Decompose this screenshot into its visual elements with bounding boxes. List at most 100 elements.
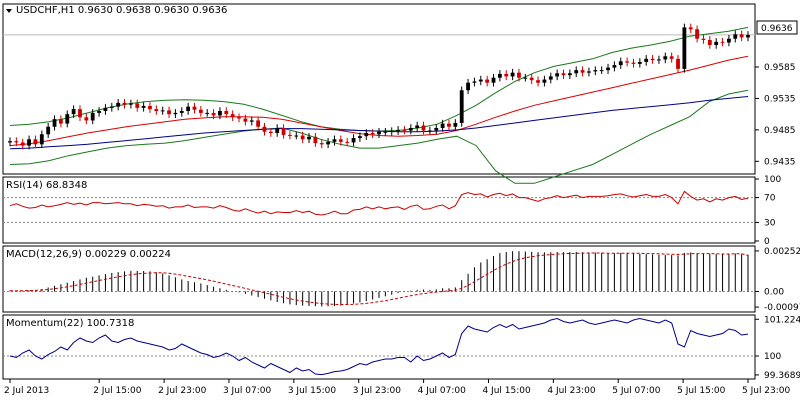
candle-body [383, 131, 388, 133]
candle-body [644, 58, 649, 62]
candle-body [478, 79, 483, 82]
candle [631, 58, 636, 68]
candle [415, 121, 420, 132]
candle-body [351, 138, 356, 143]
candle [39, 130, 44, 149]
macd-title: MACD(12,26,9) 0.00229 0.00224 [6, 249, 171, 260]
rsi-panel-frame [2, 176, 756, 244]
momentum-tick-label: 99.3689 [764, 371, 800, 381]
candle-body [663, 56, 668, 60]
candle-body [542, 79, 547, 83]
candle-body [84, 117, 89, 121]
candle-body [65, 114, 70, 124]
candle-body [192, 106, 197, 110]
candle-body [618, 61, 623, 66]
candle-body [377, 131, 381, 135]
momentum-tick-label: 100 [764, 352, 781, 362]
candle-body [224, 111, 229, 115]
rsi-tick-label: 70 [764, 194, 776, 204]
candle [370, 129, 375, 139]
candle-body [606, 67, 610, 71]
candle-body [497, 73, 502, 78]
candle-body [33, 139, 38, 145]
time-tick-label: 2 Jul 2013 [4, 386, 49, 396]
candle [574, 66, 579, 78]
candle-body [631, 62, 636, 64]
candle [249, 116, 254, 126]
candle [466, 78, 470, 95]
price-series [3, 23, 755, 184]
candle-body [116, 102, 121, 107]
candle-body [90, 112, 95, 121]
candle [593, 66, 598, 76]
candle [561, 69, 566, 79]
candle [103, 104, 108, 115]
candle [160, 106, 165, 115]
candle [65, 110, 70, 128]
candle [510, 68, 515, 81]
candle-body [517, 72, 521, 78]
candle [485, 75, 490, 87]
candle [332, 135, 337, 146]
price-tick-label: 0.9435 [764, 157, 796, 167]
time-tick-label: 3 Jul 23:00 [353, 386, 402, 396]
candle-body [249, 120, 254, 122]
candle [52, 115, 57, 131]
candle [179, 107, 184, 117]
candle [701, 34, 706, 44]
candle-body [358, 136, 362, 139]
candle [408, 124, 413, 135]
candle [186, 102, 191, 115]
candle-body [58, 119, 63, 124]
candle-body [688, 27, 693, 30]
momentum-panel-frame [2, 314, 756, 380]
candle [427, 126, 432, 135]
time-tick-label: 5 Jul 23:00 [742, 386, 791, 396]
macd-tick-label: -0.00097 [764, 303, 800, 313]
candle [224, 107, 229, 118]
price-panel-frame [2, 3, 756, 175]
candle [644, 55, 649, 66]
bollinger-lower-line [9, 89, 749, 184]
candle [135, 99, 140, 112]
candle [307, 133, 311, 144]
candle-body [707, 39, 712, 45]
candle-body [389, 131, 394, 133]
candle-body [676, 58, 680, 69]
candle-body [27, 139, 31, 146]
rsi-tick-label: 100 [764, 175, 781, 185]
candle-body [173, 112, 178, 115]
candle [358, 132, 362, 142]
candle-body [288, 134, 292, 136]
candle-body [599, 70, 604, 72]
candle-body [370, 133, 375, 135]
candle-body [103, 107, 108, 112]
candle [497, 70, 502, 82]
price-title: USDCHF,H1 0.9630 0.9638 0.9630 0.9636 [16, 5, 227, 16]
candle [364, 129, 369, 140]
candle-body [332, 139, 337, 142]
candle-body [211, 112, 216, 116]
candle-body [746, 34, 750, 38]
candle-body [319, 143, 324, 145]
time-tick-label: 5 Jul 07:00 [612, 386, 661, 396]
candle-body [179, 111, 184, 113]
candle [58, 115, 63, 128]
symbol-dropdown-icon[interactable] [6, 9, 12, 13]
candle-body [160, 110, 165, 112]
candle-body [313, 136, 318, 144]
time-tick-label: 2 Jul 15:00 [93, 386, 142, 396]
candle [637, 58, 642, 68]
candle [167, 106, 171, 118]
candle-body [326, 141, 331, 145]
axes: 0.9585 0.9535 0.9485 0.9435 100 70 30 00.00252 0… [4, 63, 800, 396]
candle [20, 138, 25, 150]
candle-body [154, 109, 159, 112]
candle [268, 127, 273, 137]
candle-body [148, 105, 152, 110]
candle-body [504, 73, 509, 77]
candle-body [561, 73, 566, 76]
time-tick-label: 3 Jul 07:00 [223, 386, 272, 396]
candle [256, 116, 261, 131]
candle [33, 135, 38, 149]
